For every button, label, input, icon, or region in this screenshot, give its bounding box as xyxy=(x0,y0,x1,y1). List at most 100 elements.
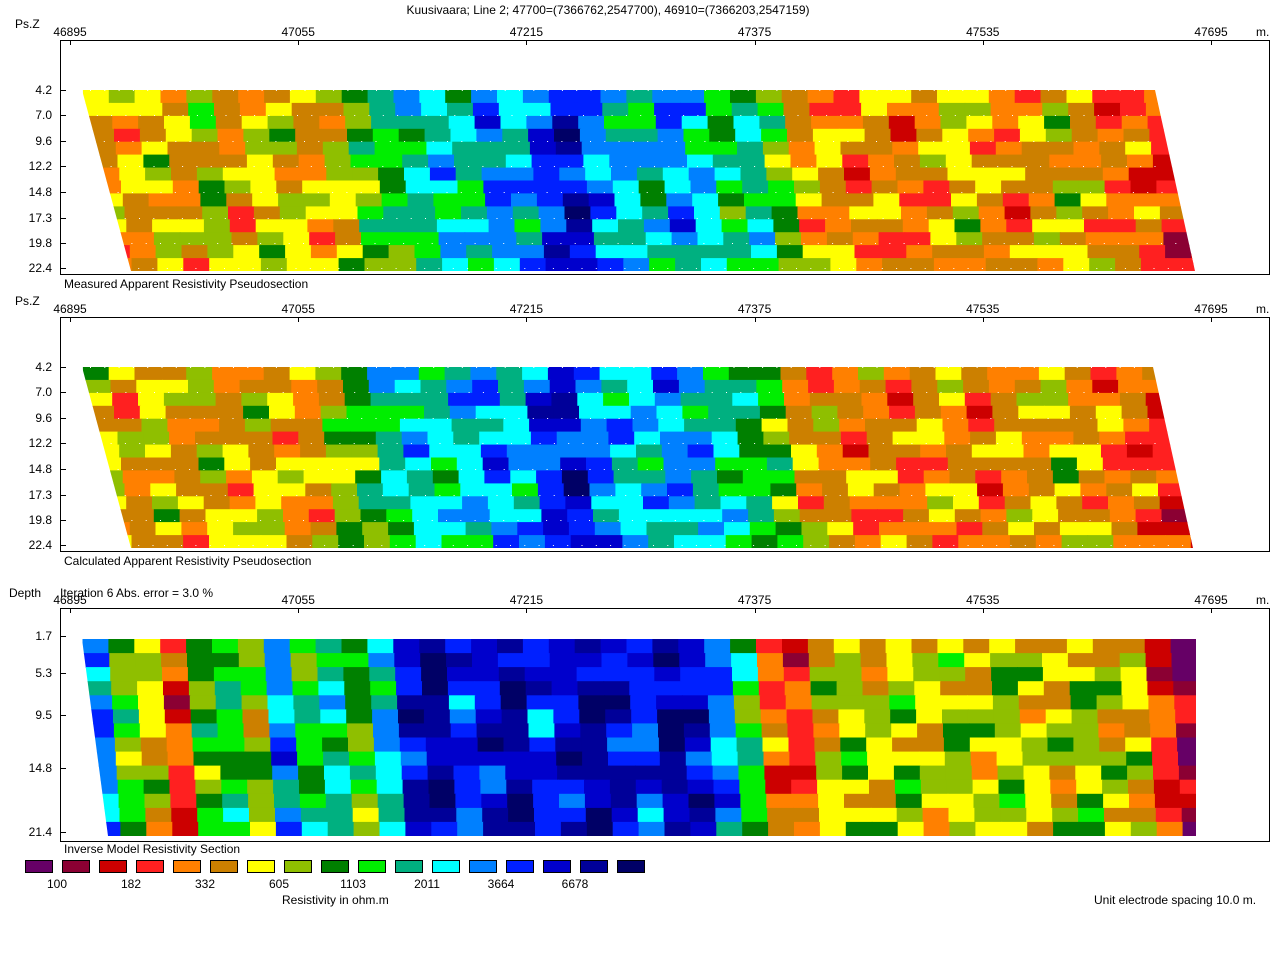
x-tick-label: 47535 xyxy=(966,593,1000,607)
legend-label: 100 xyxy=(46,877,68,891)
panel-3-subtitle: Iteration 6 Abs. error = 3.0 % xyxy=(60,586,214,600)
depth-tick xyxy=(60,115,66,116)
x-tick-label: 47375 xyxy=(737,593,772,607)
x-tick-label: 46895 xyxy=(53,302,87,316)
legend-swatch xyxy=(321,860,349,873)
legend-swatch xyxy=(543,860,571,873)
depth-tick xyxy=(60,469,66,470)
legend-swatch xyxy=(580,860,608,873)
legend-label: 182 xyxy=(120,877,142,891)
panel-3-y-title: Depth xyxy=(9,586,42,600)
panel-2-frame xyxy=(60,317,1270,552)
depth-label: 9.5 xyxy=(35,708,52,722)
x-tick-label: 47055 xyxy=(281,25,315,39)
x-tick xyxy=(754,40,756,45)
legend-swatch xyxy=(210,860,238,873)
legend-swatch xyxy=(432,860,460,873)
legend-swatch xyxy=(617,860,645,873)
depth-label: 5.3 xyxy=(35,666,52,680)
depth-label: 21.4 xyxy=(28,825,52,839)
depth-tick xyxy=(60,166,66,167)
depth-tick xyxy=(60,832,66,833)
x-tick xyxy=(1211,317,1212,322)
x-tick xyxy=(982,317,984,322)
legend-label: 605 xyxy=(268,877,290,891)
legend-label: 1103 xyxy=(340,877,366,891)
x-tick xyxy=(298,608,300,613)
x-tick xyxy=(754,317,756,322)
legend-swatch xyxy=(99,860,127,873)
depth-tick xyxy=(60,90,66,91)
legend-label: 3664 xyxy=(487,877,515,891)
depth-tick xyxy=(60,418,66,419)
depth-tick xyxy=(60,141,66,142)
x-tick xyxy=(1211,608,1212,613)
panel-3-caption: Inverse Model Resistivity Section xyxy=(64,842,241,856)
x-tick xyxy=(526,40,528,45)
depth-tick xyxy=(60,392,66,393)
panel-1-caption: Measured Apparent Resistivity Pseudosect… xyxy=(64,277,309,291)
depth-label: 7.0 xyxy=(35,385,52,399)
legend-swatch xyxy=(247,860,275,873)
depth-tick xyxy=(60,715,66,716)
depth-label: 9.6 xyxy=(35,411,52,425)
depth-label: 7.0 xyxy=(35,108,52,122)
depth-label: 12.2 xyxy=(28,159,52,173)
depth-label: 4.2 xyxy=(35,83,52,97)
legend-swatch xyxy=(284,860,312,873)
legend-swatch xyxy=(506,860,534,873)
x-tick-label: 47055 xyxy=(281,302,315,316)
legend-swatch xyxy=(395,860,423,873)
depth-tick xyxy=(60,673,66,674)
x-tick xyxy=(298,317,300,322)
x-tick-label: 46895 xyxy=(53,593,87,607)
panel-2-caption: Calculated Apparent Resistivity Pseudose… xyxy=(64,554,312,568)
x-tick xyxy=(70,40,71,45)
x-unit-label: m. xyxy=(1256,593,1270,607)
depth-label: 22.4 xyxy=(28,538,52,552)
legend-swatch xyxy=(173,860,201,873)
depth-label: 17.3 xyxy=(28,488,52,502)
depth-tick xyxy=(60,367,66,368)
x-tick xyxy=(526,608,528,613)
x-tick xyxy=(298,40,300,45)
x-tick-label: 47375 xyxy=(737,25,772,39)
depth-label: 12.2 xyxy=(28,436,52,450)
depth-tick xyxy=(60,218,66,219)
x-tick-label: 47215 xyxy=(509,25,544,39)
depth-tick xyxy=(60,768,66,769)
depth-label: 19.8 xyxy=(28,236,52,250)
depth-tick xyxy=(60,243,66,244)
depth-label: 4.2 xyxy=(35,360,52,374)
x-tick-label: 47375 xyxy=(737,302,772,316)
depth-tick xyxy=(60,520,66,521)
depth-label: 1.7 xyxy=(35,629,52,643)
panel-3-frame xyxy=(60,608,1270,842)
depth-label: 14.8 xyxy=(28,185,52,199)
x-tick xyxy=(70,317,71,322)
x-unit-label: m. xyxy=(1256,25,1270,39)
x-tick-label: 47695 xyxy=(1194,302,1228,316)
x-tick xyxy=(754,608,756,613)
depth-label: 19.8 xyxy=(28,513,52,527)
legend-label: 6678 xyxy=(561,877,589,891)
panel-2-y-title: Ps.Z xyxy=(15,294,40,308)
x-tick-label: 47055 xyxy=(281,593,315,607)
x-tick-label: 47535 xyxy=(966,25,1000,39)
legend-label: 332 xyxy=(194,877,216,891)
depth-tick xyxy=(60,495,66,496)
legend-swatch xyxy=(25,860,53,873)
x-tick xyxy=(526,317,528,322)
legend-swatch xyxy=(136,860,164,873)
legend-label: 2011 xyxy=(414,877,440,891)
legend-title: Resistivity in ohm.m xyxy=(282,893,389,907)
x-tick-label: 47695 xyxy=(1194,25,1228,39)
x-tick-label: 47215 xyxy=(509,593,544,607)
depth-label: 14.8 xyxy=(28,462,52,476)
depth-tick xyxy=(60,192,66,193)
x-tick-label: 47215 xyxy=(509,302,544,316)
depth-label: 9.6 xyxy=(35,134,52,148)
x-tick xyxy=(70,608,71,613)
panel-1-y-title: Ps.Z xyxy=(15,17,40,31)
x-unit-label: m. xyxy=(1256,302,1270,316)
